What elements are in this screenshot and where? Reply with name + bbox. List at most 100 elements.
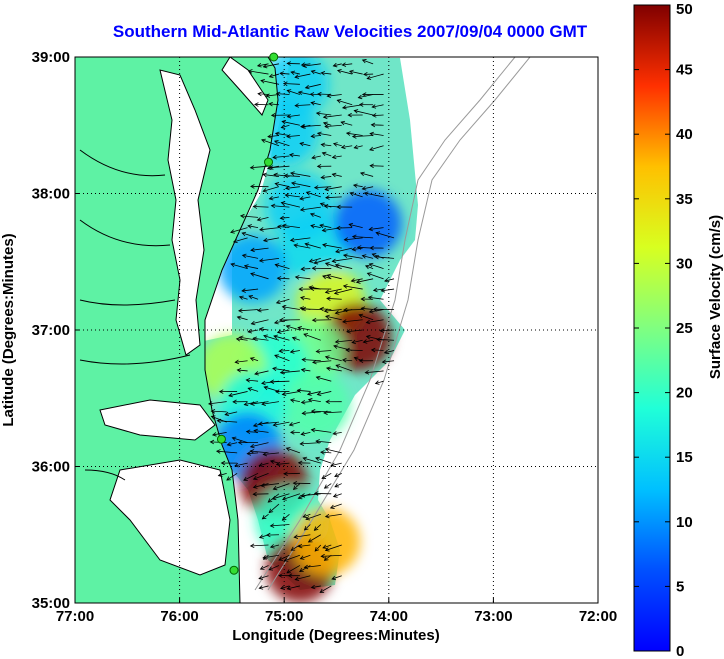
- velocity-arrow-head: [320, 553, 326, 559]
- velocity-arrow-head: [369, 163, 374, 169]
- velocity-arrow: [308, 399, 321, 403]
- velocity-arrow-head: [275, 91, 281, 97]
- velocity-arrow: [322, 152, 332, 157]
- velocity-arrow: [280, 72, 290, 75]
- velocity-arrow-head: [286, 89, 292, 94]
- velocity-arrow-head: [290, 546, 296, 551]
- velocity-arrow-head: [341, 62, 347, 67]
- velocity-arrow-head: [230, 229, 235, 234]
- velocity-arrow: [274, 354, 290, 362]
- velocity-arrow-head: [294, 576, 300, 582]
- velocity-arrow: [264, 386, 280, 392]
- velocity-arrow-head: [360, 306, 366, 311]
- velocity-arrow-head: [330, 462, 336, 467]
- velocity-arrow: [277, 277, 290, 280]
- velocity-arrow-head: [334, 310, 340, 315]
- velocity-arrow: [333, 493, 342, 498]
- velocity-arrow-head: [358, 102, 364, 107]
- velocity-arrow: [352, 236, 374, 239]
- velocity-arrow: [325, 513, 342, 517]
- velocity-arrow-head: [249, 165, 255, 170]
- velocity-arrow-head: [370, 347, 376, 353]
- velocity-arrow-head: [335, 248, 340, 254]
- velocity-arrow: [310, 225, 321, 229]
- velocity-arrow: [269, 103, 280, 106]
- velocity-arrow-head: [361, 186, 367, 191]
- velocity-arrow-head: [316, 164, 322, 169]
- velocity-arrow-head: [279, 370, 285, 375]
- velocity-arrow: [332, 173, 342, 177]
- hf-radar-station: [264, 157, 274, 167]
- velocity-arrow: [295, 104, 311, 107]
- velocity-arrow: [325, 356, 342, 362]
- colorbar-tick-label: 25: [676, 320, 693, 337]
- velocity-arrow-head: [310, 133, 316, 139]
- velocity-arrow-head: [293, 243, 299, 248]
- velocity-arrow: [384, 350, 395, 354]
- velocity-arrow-head: [258, 327, 264, 332]
- velocity-arrow: [310, 213, 321, 218]
- velocity-arrow-head: [299, 555, 305, 560]
- velocity-arrow-head: [266, 165, 272, 171]
- velocity-arrow-head: [281, 305, 287, 310]
- velocity-arrow-head: [383, 349, 389, 355]
- velocity-arrow: [250, 273, 269, 280]
- velocity-arrow-head: [253, 428, 258, 434]
- velocity-arrow-head: [247, 387, 253, 392]
- velocity-arrow: [302, 411, 321, 414]
- velocity-arrow-head: [324, 447, 330, 452]
- velocity-arrow-head: [269, 379, 275, 384]
- velocity-arrow-head: [324, 355, 330, 360]
- velocity-arrow: [316, 112, 332, 116]
- velocity-arrow: [325, 262, 342, 269]
- velocity-arrow: [384, 278, 395, 282]
- velocity-arrow-head: [252, 336, 257, 341]
- velocity-arrow-head: [303, 526, 309, 531]
- velocity-arrow-head: [316, 391, 322, 397]
- velocity-arrow: [343, 309, 363, 311]
- velocity-arrow: [371, 349, 384, 351]
- velocity-arrow: [337, 99, 353, 106]
- velocity-arrow-head: [369, 131, 374, 137]
- velocity-arrow-head: [211, 432, 217, 437]
- velocity-arrow-head: [291, 181, 296, 186]
- velocity-arrow-head: [288, 422, 294, 427]
- velocity-arrow: [281, 202, 300, 208]
- delaware-bay: [221, 57, 269, 116]
- velocity-arrow-head: [294, 103, 299, 108]
- velocity-arrow: [321, 72, 332, 75]
- velocity-arrow: [239, 296, 248, 300]
- velocity-arrow: [351, 278, 363, 282]
- velocity-arrow: [227, 442, 238, 446]
- velocity-arrow-head: [381, 359, 387, 364]
- velocity-arrow-head: [333, 344, 338, 349]
- velocity-arrow: [293, 483, 301, 490]
- velocity-arrow-head: [256, 217, 262, 222]
- velocity-arrow-head: [258, 534, 264, 539]
- velocity-arrow: [337, 70, 353, 75]
- velocity-arrow-head: [243, 401, 249, 407]
- velocity-arrow-head: [281, 516, 287, 521]
- velocity-arrow-head: [238, 308, 243, 313]
- velocity-arrow-head: [324, 262, 330, 267]
- velocity-arrow-head: [209, 439, 215, 445]
- velocity-arrow: [365, 265, 374, 269]
- velocity-arrow: [372, 104, 384, 108]
- velocity-arrow: [363, 339, 374, 343]
- velocity-arrow-head: [267, 498, 273, 503]
- velocity-arrow: [332, 257, 353, 262]
- velocity-arrow-head: [335, 225, 341, 231]
- velocity-arrow: [247, 225, 259, 229]
- velocity-arrow: [319, 585, 332, 593]
- velocity-arrow: [325, 196, 342, 199]
- velocity-arrow-head: [336, 204, 341, 210]
- velocity-arrow-head: [371, 253, 377, 258]
- velocity-arrow-head: [310, 69, 316, 75]
- velocity-arrow: [342, 104, 363, 109]
- velocity-arrow: [234, 462, 248, 467]
- velocity-arrow-head: [325, 366, 331, 371]
- velocity-arrow-head: [313, 185, 319, 190]
- velocity-arrow-head: [299, 141, 305, 147]
- velocity-arrow-head: [324, 547, 330, 552]
- velocity-arrow-head: [247, 328, 253, 334]
